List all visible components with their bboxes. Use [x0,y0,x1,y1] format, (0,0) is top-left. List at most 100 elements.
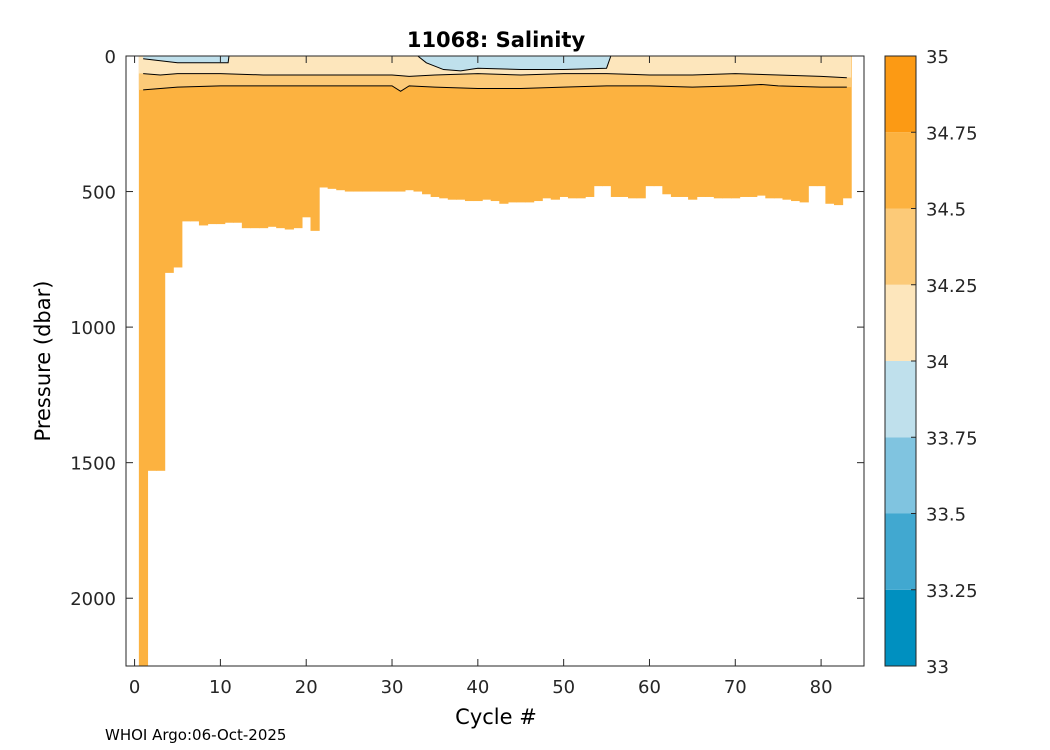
y-tick-label: 1000 [70,318,116,339]
profile-column [430,56,440,197]
profile-column [576,56,586,199]
profile-column [782,56,792,200]
profile-column [396,56,406,192]
profile-column [610,56,621,197]
colorbar-tick-label: 33.25 [926,581,978,602]
band-34.25-34.5 [138,73,852,92]
profile-column [550,56,560,200]
x-tick-label: 80 [810,677,833,698]
profile-column [447,56,457,200]
y-axis: 0 500 1000 1500 2000 [70,47,864,610]
profile-column [567,56,578,199]
profile-column [773,56,784,199]
profile-column [267,56,277,227]
profile-column [542,56,552,199]
profile-column [138,56,149,666]
profile-column [688,56,698,200]
plot-area-frame [125,55,865,667]
colorbar-tick-label: 34.5 [926,200,966,221]
profile-column [748,56,758,197]
chart-title: 11068: Salinity [407,28,586,52]
colorbar-tick-label: 34.75 [926,123,978,144]
profile-column [799,56,809,203]
profile-column [533,56,543,202]
y-tick-label: 500 [82,183,116,204]
profile-column [653,56,663,187]
profile-column [181,56,191,222]
profile-column [336,56,346,191]
profile-column [628,56,638,199]
colorbar-tick-label: 34.25 [926,276,978,297]
y-tick-label: 1500 [70,454,116,475]
profile-column [662,56,672,195]
profile-column [361,56,372,192]
profile-column [739,56,749,197]
profile-column [413,56,423,192]
profile-column [379,56,389,192]
y-tick-label: 2000 [70,589,116,610]
profile-column [422,56,432,195]
profile-column [284,56,294,230]
profile-column [833,56,844,206]
profile-column [516,56,526,203]
x-tick-label: 30 [381,677,404,698]
x-axis-label: Cycle # [455,705,537,729]
profile-column [370,56,380,192]
profile-column [173,56,183,268]
y-tick-label: 0 [105,47,116,68]
profile-column [499,56,509,204]
profile-column [156,56,166,471]
profile-column [259,56,269,229]
profile-column [319,56,329,188]
profile-column [713,56,724,199]
profile-column [241,56,252,229]
profile-column [765,56,775,199]
colorbar: 33 33.25 33.5 33.75 34 34.25 34.5 34.75 35 [884,47,978,678]
profile-column [310,56,320,231]
colorbar-segment [885,284,916,361]
profile-column [593,56,603,187]
colorbar-segment [885,56,916,133]
profile-column [387,56,397,192]
profile-column [507,56,518,203]
profile-column [619,56,629,197]
salinity-field [138,56,852,666]
y-axis-label: Pressure (dbar) [31,281,55,442]
profile-column [842,56,852,199]
x-axis: 0 10 20 30 40 50 60 70 80 [129,56,833,698]
profile-column [525,56,535,203]
profile-column [250,56,260,229]
x-tick-label: 50 [552,677,575,698]
profile-column [207,56,217,225]
colorbar-segment [885,361,916,438]
profile-column [233,56,243,223]
profile-column [585,56,595,197]
profile-column [645,56,655,187]
profile-column [825,56,835,204]
profile-column [816,56,826,187]
profile-column [353,56,363,192]
profile-column [301,56,312,218]
profile-column [456,56,466,200]
colorbar-segment [885,132,916,209]
contour-34.25 [143,73,847,79]
profile-column [482,56,492,200]
profile-column [276,56,286,229]
x-tick-label: 20 [295,677,318,698]
profile-column [473,56,483,202]
colorbar-tick-label: 33.75 [926,428,978,449]
x-tick-label: 0 [129,677,140,698]
contour-lines [143,56,847,92]
profile-column [293,56,303,229]
profile-column [164,56,174,273]
profile-column [808,56,818,187]
profile-column [198,56,209,226]
contour-34 [143,56,612,72]
profile-column [439,56,449,199]
colorbar-segment [885,589,916,666]
profile-column [344,56,355,192]
profile-column [696,56,706,197]
profile-column [490,56,500,202]
x-tick-label: 40 [466,677,489,698]
